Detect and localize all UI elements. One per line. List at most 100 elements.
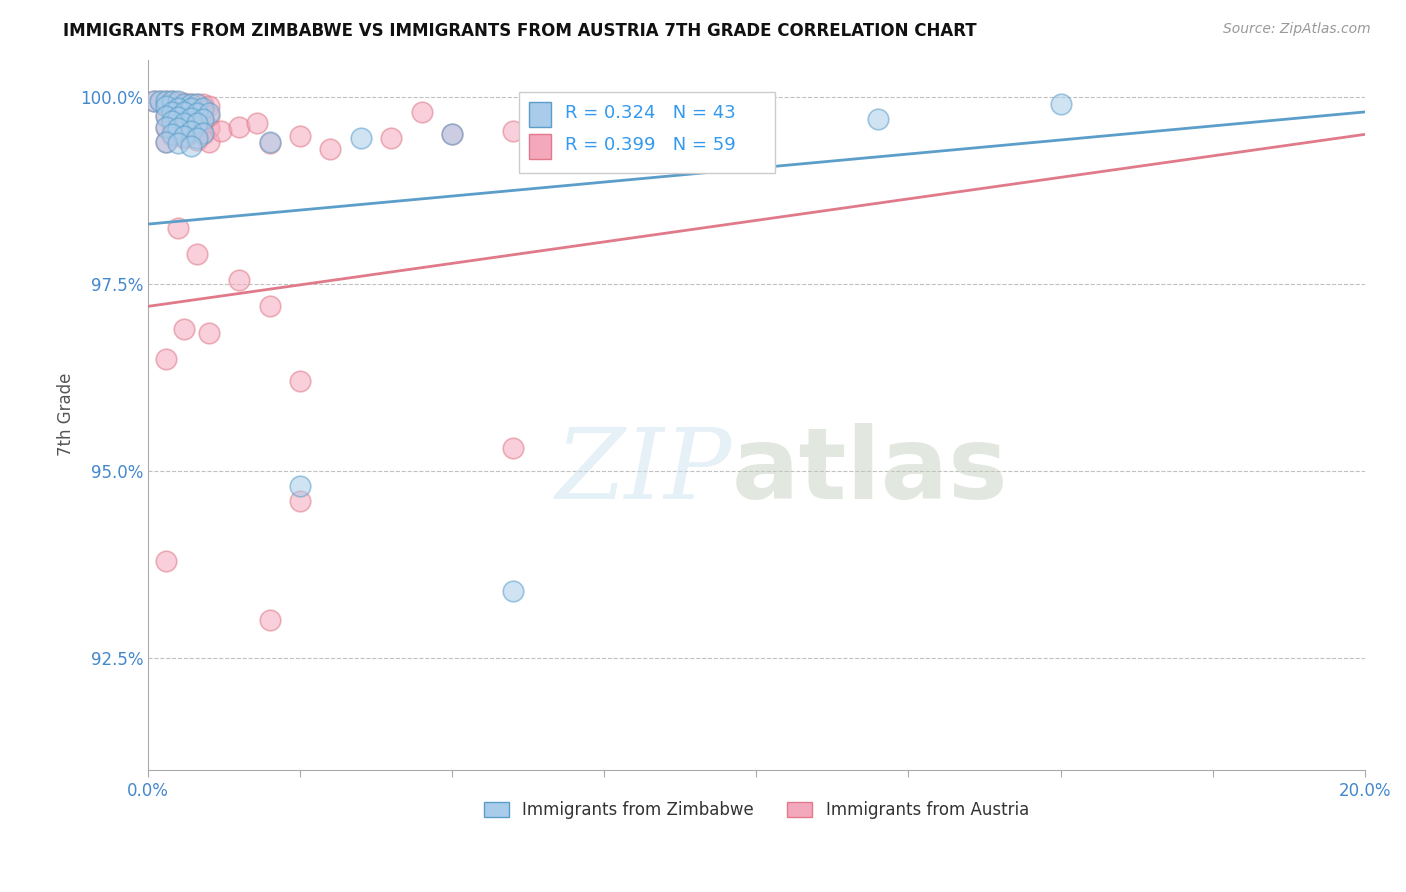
Point xyxy=(155,121,177,136)
Point xyxy=(155,135,177,149)
Point xyxy=(180,126,202,140)
Point xyxy=(259,136,281,151)
Point xyxy=(191,112,214,127)
Point xyxy=(186,131,208,145)
Point xyxy=(197,121,219,136)
Point xyxy=(288,374,311,388)
Text: ZIP: ZIP xyxy=(555,424,733,519)
Point xyxy=(173,116,195,130)
Point xyxy=(191,103,214,118)
Point xyxy=(191,126,214,140)
Point xyxy=(143,94,166,108)
Point xyxy=(143,94,166,108)
Legend: Immigrants from Zimbabwe, Immigrants from Austria: Immigrants from Zimbabwe, Immigrants fro… xyxy=(477,794,1035,826)
Point xyxy=(155,109,177,123)
Point xyxy=(288,479,311,493)
Point xyxy=(167,94,190,108)
Point xyxy=(167,136,190,151)
Point xyxy=(167,220,190,235)
Point xyxy=(167,123,190,137)
Point xyxy=(155,99,177,113)
Point xyxy=(162,116,184,130)
Point xyxy=(186,120,208,134)
Point xyxy=(162,94,184,108)
Point xyxy=(1049,97,1071,112)
Point xyxy=(180,97,202,112)
Point xyxy=(180,97,202,112)
Point xyxy=(155,135,177,149)
Y-axis label: 7th Grade: 7th Grade xyxy=(58,373,75,457)
Point xyxy=(149,94,172,108)
Point xyxy=(531,123,554,137)
Point xyxy=(191,128,214,142)
Point xyxy=(162,114,184,128)
Point xyxy=(155,99,177,113)
Point xyxy=(155,109,177,123)
Point xyxy=(441,128,464,142)
Point xyxy=(155,94,177,108)
Point xyxy=(180,101,202,115)
Point xyxy=(197,135,219,149)
Point xyxy=(155,553,177,567)
Point xyxy=(173,95,195,110)
Point xyxy=(167,121,190,136)
Point xyxy=(186,97,208,112)
Point xyxy=(350,131,373,145)
Point xyxy=(167,95,190,110)
Text: IMMIGRANTS FROM ZIMBABWE VS IMMIGRANTS FROM AUSTRIA 7TH GRADE CORRELATION CHART: IMMIGRANTS FROM ZIMBABWE VS IMMIGRANTS F… xyxy=(63,22,977,40)
Text: Source: ZipAtlas.com: Source: ZipAtlas.com xyxy=(1223,22,1371,37)
Point xyxy=(173,118,195,132)
Point xyxy=(167,110,190,124)
Point xyxy=(191,97,214,112)
Point xyxy=(173,104,195,119)
Point xyxy=(228,120,250,134)
Point xyxy=(191,114,214,128)
Point xyxy=(197,99,219,113)
Point xyxy=(186,116,208,130)
Point xyxy=(502,123,524,137)
Text: R = 0.324   N = 43: R = 0.324 N = 43 xyxy=(565,103,737,122)
Point xyxy=(162,128,184,143)
Point xyxy=(180,138,202,153)
Point xyxy=(173,97,195,112)
Point xyxy=(197,106,219,120)
Point xyxy=(411,104,433,119)
Point xyxy=(319,142,342,156)
Point xyxy=(180,112,202,127)
Point xyxy=(162,104,184,119)
Point xyxy=(162,128,184,142)
Point xyxy=(173,128,195,143)
Point xyxy=(167,101,190,115)
Point xyxy=(186,107,208,121)
Point xyxy=(380,131,402,145)
Point xyxy=(167,111,190,125)
Point xyxy=(186,106,208,120)
FancyBboxPatch shape xyxy=(529,103,551,127)
Point xyxy=(167,101,190,115)
Point xyxy=(180,123,202,137)
Text: atlas: atlas xyxy=(733,423,1008,520)
Point xyxy=(209,123,232,137)
Point xyxy=(180,111,202,125)
Point xyxy=(441,128,464,142)
Point xyxy=(162,104,184,119)
Point xyxy=(186,97,208,112)
Point xyxy=(502,442,524,456)
Point xyxy=(531,120,554,134)
Point xyxy=(186,133,208,147)
Point xyxy=(155,120,177,134)
Point xyxy=(714,116,737,130)
Point xyxy=(191,101,214,115)
Point xyxy=(186,247,208,261)
Point xyxy=(246,116,269,130)
Point xyxy=(623,120,645,134)
FancyBboxPatch shape xyxy=(519,92,775,173)
Text: R = 0.399   N = 59: R = 0.399 N = 59 xyxy=(565,136,737,153)
Point xyxy=(173,322,195,336)
Point xyxy=(197,326,219,340)
Point xyxy=(173,106,195,120)
Point xyxy=(149,94,172,108)
Point xyxy=(228,273,250,287)
Point xyxy=(502,583,524,598)
Point xyxy=(623,112,645,127)
